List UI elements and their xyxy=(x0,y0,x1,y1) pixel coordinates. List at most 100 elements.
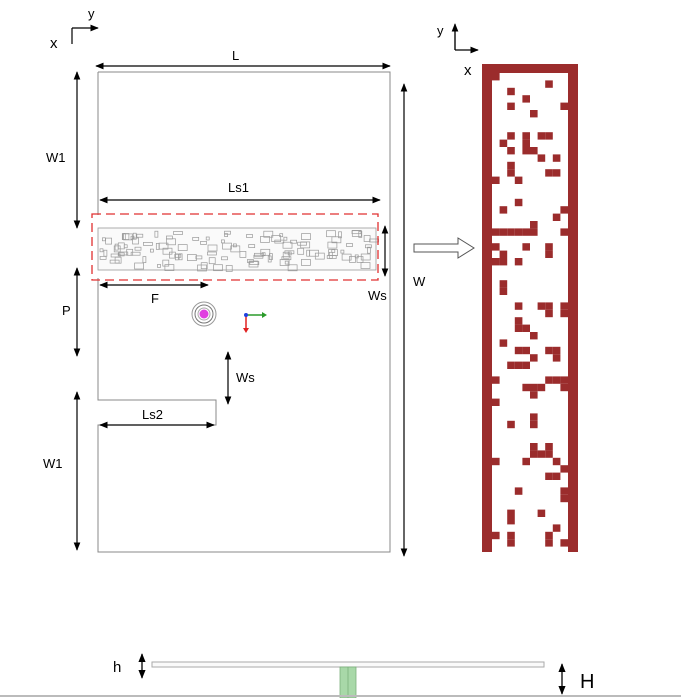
slot-cell xyxy=(162,259,170,267)
pattern-cell xyxy=(514,317,523,325)
pattern-cell xyxy=(514,361,523,369)
pattern-cell xyxy=(545,472,553,480)
slot-cell xyxy=(279,233,284,238)
slot-cell xyxy=(360,253,371,261)
slot-cell xyxy=(225,265,233,272)
slot-cell xyxy=(207,251,217,256)
slot-cell xyxy=(283,236,288,241)
left-y-label: y xyxy=(88,6,95,21)
slot-cell xyxy=(99,256,107,260)
coordinate-triad-icon xyxy=(243,312,267,333)
slot-cell xyxy=(150,248,154,253)
slot-cell xyxy=(248,260,259,268)
pattern-cell xyxy=(530,450,538,458)
slot-pixel-pattern xyxy=(99,230,379,272)
slot-cell xyxy=(136,233,144,238)
side-view xyxy=(0,661,681,698)
pattern-cell xyxy=(499,139,508,147)
slot-cell xyxy=(134,262,144,270)
slot-cell xyxy=(263,230,274,238)
slot-cell xyxy=(169,251,176,259)
slot-cell xyxy=(340,249,345,254)
pattern-cell xyxy=(499,287,508,295)
pattern-cell xyxy=(492,73,500,81)
pattern-cell xyxy=(522,95,530,103)
slot-cell xyxy=(208,257,216,265)
pattern-cell xyxy=(545,250,553,258)
slot-cell xyxy=(351,230,362,235)
slot-cell xyxy=(365,244,372,249)
slot-cell xyxy=(123,233,133,241)
dim-P-label: P xyxy=(62,303,71,318)
slot-cell xyxy=(164,264,175,271)
pattern-cell xyxy=(530,228,538,236)
right-x-label: x xyxy=(464,62,472,79)
pattern-cell xyxy=(552,472,561,480)
slot-cell xyxy=(271,235,282,242)
pattern-cell xyxy=(530,383,538,392)
pattern-cell xyxy=(560,302,568,310)
pattern-cell xyxy=(514,324,523,332)
pattern-cell xyxy=(499,339,508,347)
slot-cell xyxy=(157,264,161,268)
slot-cell xyxy=(338,231,342,239)
pattern-cell xyxy=(499,258,508,266)
pattern-cell xyxy=(552,354,561,362)
slot-cell xyxy=(367,246,371,254)
slot-cell xyxy=(178,253,183,261)
slot-cell xyxy=(126,248,134,256)
slot-cell xyxy=(192,237,200,241)
pattern-cell xyxy=(545,243,553,251)
slot-cell xyxy=(173,231,183,235)
pattern-cell xyxy=(530,443,538,451)
slot-cell xyxy=(326,230,336,238)
pattern-cell xyxy=(545,302,553,310)
pattern-cell xyxy=(560,539,568,547)
pattern-cell xyxy=(522,324,530,332)
pattern-cell xyxy=(545,80,553,88)
pattern-cell xyxy=(522,383,530,392)
slot-cell xyxy=(158,242,169,250)
dim-H-label: H xyxy=(580,671,594,693)
pattern-cell xyxy=(507,361,515,369)
dim-Ls2-label: Ls2 xyxy=(142,407,163,422)
pattern-cell xyxy=(507,147,515,155)
slot-cell xyxy=(221,256,228,261)
pattern-cell xyxy=(530,420,538,429)
slot-cell xyxy=(249,261,260,265)
slot-cell xyxy=(287,264,298,272)
slot-region xyxy=(97,227,379,272)
slot-cell xyxy=(162,247,173,255)
pattern-cell xyxy=(507,539,515,547)
pattern-cell xyxy=(545,531,553,540)
pattern-cell xyxy=(545,346,553,355)
pattern-cell xyxy=(537,154,546,162)
slot-cell xyxy=(297,247,305,255)
pattern-cell xyxy=(552,524,561,532)
enlarged-pixel-cells xyxy=(492,73,568,547)
pattern-cell xyxy=(492,228,500,236)
slot-cell xyxy=(130,251,141,256)
feed-point xyxy=(191,301,217,327)
dim-W-label: W xyxy=(413,274,426,289)
slot-cell xyxy=(290,239,297,244)
slot-cell xyxy=(282,241,293,249)
slot-cell xyxy=(105,237,112,245)
pattern-cell xyxy=(514,302,523,310)
pattern-cell xyxy=(560,309,568,318)
pattern-cell xyxy=(530,391,538,399)
slot-cell xyxy=(122,233,130,240)
pattern-cell xyxy=(507,517,515,525)
slot-cell xyxy=(197,264,207,272)
pattern-cell xyxy=(552,457,561,466)
slot-cell xyxy=(239,251,247,258)
slot-cell xyxy=(349,256,356,263)
pattern-cell xyxy=(507,169,515,177)
pattern-cell xyxy=(545,132,553,140)
pattern-cell xyxy=(530,110,538,118)
patch-outline xyxy=(97,71,391,553)
pattern-cell xyxy=(530,147,538,155)
pattern-cell xyxy=(530,332,538,340)
pattern-cell xyxy=(522,132,530,140)
